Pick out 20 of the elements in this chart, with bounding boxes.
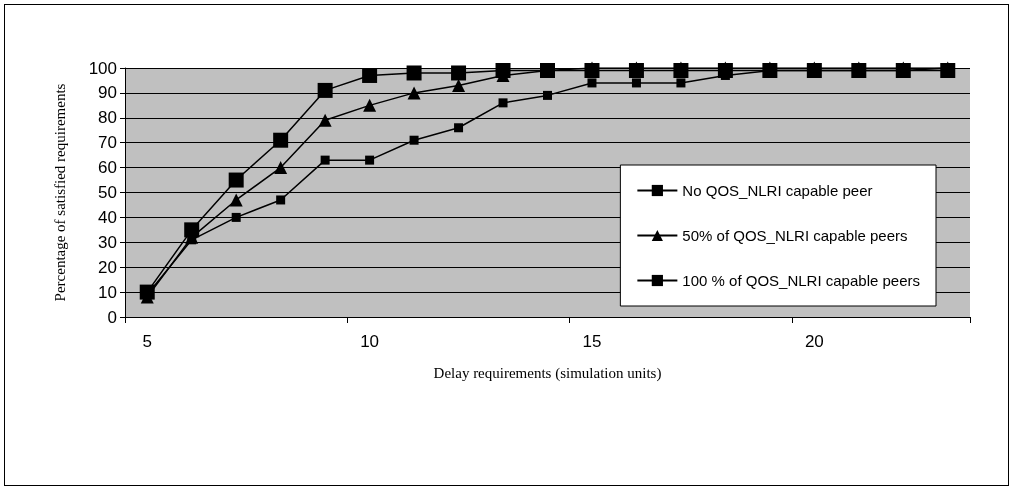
x-tick-label: 15: [582, 332, 602, 351]
y-axis-title: Percentage of satisfied requirements: [51, 83, 68, 302]
y-tick-label: 80: [98, 108, 117, 128]
y-tick-label: 70: [98, 133, 117, 153]
y-tick-label: 40: [98, 207, 117, 227]
y-tick-label: 90: [98, 83, 117, 103]
y-tick-label: 10: [98, 282, 117, 302]
y-tick-label: 100: [88, 58, 117, 78]
x-tick-label: 5: [142, 332, 152, 351]
x-axis-title: Delay requirements (simulation units): [433, 364, 662, 382]
y-tick-label: 50: [98, 183, 117, 202]
legend-label: 50% of QOS_NLRI capable peers: [682, 227, 908, 244]
y-tick-label: 60: [98, 158, 117, 178]
y-tick-label: 0: [107, 307, 117, 327]
legend-label: 100 % of QOS_NLRI capable peers: [682, 272, 921, 289]
legend-label: No QOS_NLRI capable peer: [682, 182, 873, 199]
y-tick-label: 20: [98, 257, 117, 277]
x-tick-label: 10: [360, 332, 380, 351]
y-tick-label: 30: [98, 232, 117, 252]
x-tick-label: 20: [804, 332, 824, 351]
